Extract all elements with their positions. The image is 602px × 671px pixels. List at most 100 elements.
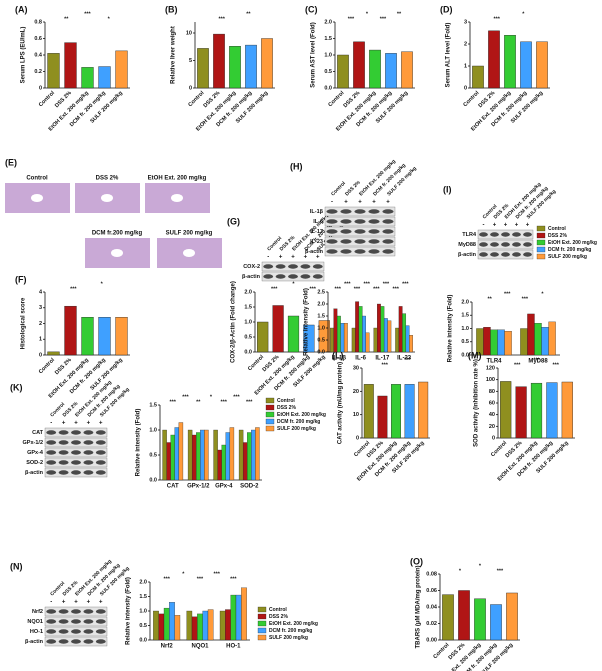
y-tick-label: 0.0: [149, 477, 157, 483]
x-tick-label: IL-1β: [332, 356, 347, 362]
bar: [204, 429, 209, 481]
bar: [169, 602, 175, 641]
y-tick-label: 0.4: [34, 52, 43, 58]
bar: [166, 442, 171, 481]
blot-band: [523, 252, 532, 257]
legend-label: DSS 2%: [269, 614, 288, 620]
blot-band: [368, 219, 380, 224]
significance: ***: [163, 576, 170, 582]
blot-band: [95, 609, 106, 614]
bar: [174, 427, 180, 481]
blot-band: [479, 232, 488, 237]
lane-sign: +: [358, 200, 362, 206]
y-tick-label: 0.0: [324, 85, 332, 91]
significance: ***: [497, 568, 504, 574]
legend-label: Control: [277, 398, 295, 404]
y-axis-label: Serum ALT level (Fold): [446, 23, 452, 88]
lane-sign: +: [344, 200, 348, 206]
blot-band: [95, 440, 106, 445]
bar: [219, 610, 226, 641]
y-tick-label: 0.8: [34, 19, 42, 25]
bar: [221, 444, 226, 481]
bar: [402, 313, 407, 353]
panel-label: (K): [10, 382, 23, 392]
bar: [369, 49, 381, 89]
bar: [230, 594, 237, 641]
bar: [442, 594, 454, 641]
blot-band: [58, 460, 69, 465]
blot-band: [382, 229, 394, 234]
blot-band: [312, 264, 323, 269]
blot-band: [501, 242, 510, 247]
blot-band: [95, 629, 106, 634]
micrograph-caption: Control: [26, 176, 48, 182]
bar: [178, 422, 184, 481]
bar: [235, 594, 242, 641]
row-label: IL-17: [310, 229, 323, 235]
legend-label: Control: [548, 226, 566, 232]
blot-band: [263, 264, 274, 269]
blot-band: [326, 219, 338, 224]
lane-sign: -: [483, 223, 485, 229]
panel-label: (F): [15, 274, 27, 284]
bar: [81, 67, 94, 89]
legend-swatch: [257, 613, 267, 620]
lane-sign: +: [74, 421, 78, 427]
blot-band: [490, 242, 499, 247]
bar: [98, 317, 111, 356]
micrograph-caption: DCM fr.200 mg/kg: [92, 231, 143, 237]
blot-band: [71, 609, 81, 614]
y-tick-label: 0: [39, 352, 42, 358]
row-label: SOD-2: [26, 460, 43, 466]
blot-band: [490, 252, 499, 257]
bar: [47, 351, 60, 356]
bar: [546, 382, 558, 439]
micrograph-vessel: [31, 194, 43, 202]
blot-band: [479, 252, 488, 257]
significance: *: [522, 11, 525, 17]
significance: ***: [373, 286, 380, 292]
x-tick-label: TLR4: [487, 359, 503, 365]
bar: [186, 610, 193, 641]
significance: ***: [402, 281, 409, 287]
significance: *: [479, 563, 482, 569]
y-tick-label: 60: [489, 400, 495, 406]
bar: [561, 381, 573, 439]
bar: [163, 607, 170, 641]
legend-swatch: [265, 404, 275, 411]
bar: [257, 321, 269, 353]
y-tick-label: 2: [464, 41, 467, 47]
blot-band: [83, 470, 94, 475]
significance: ***: [84, 11, 91, 17]
significance: **: [196, 399, 201, 405]
blot-band: [501, 252, 510, 257]
bar: [458, 590, 470, 641]
blot-band: [382, 209, 394, 214]
bar: [409, 335, 413, 353]
y-axis-label: Relative intensity (Fold): [448, 295, 454, 363]
y-tick-label: 30: [353, 365, 359, 371]
micrograph-vessel: [183, 249, 195, 257]
significance: ***: [381, 362, 388, 368]
blot-band: [340, 249, 352, 254]
blot-band: [83, 430, 94, 435]
significance: **: [64, 16, 69, 22]
bar: [207, 609, 214, 641]
bar: [351, 327, 356, 353]
blot-band: [95, 430, 106, 435]
bar: [64, 305, 77, 356]
significance: **: [246, 11, 251, 17]
y-tick-label: 0: [39, 85, 42, 91]
bar: [404, 384, 415, 439]
bar: [287, 315, 300, 353]
blot-band: [382, 219, 394, 224]
significance: ***: [354, 286, 361, 292]
blot-band: [340, 229, 352, 234]
y-tick-label: 0.5: [324, 69, 332, 75]
blot-band: [58, 639, 69, 644]
row-label: β-actin: [242, 274, 261, 280]
blot-band: [479, 242, 488, 247]
y-tick-label: 20: [353, 389, 359, 395]
y-tick-label: 0.0: [244, 349, 252, 355]
